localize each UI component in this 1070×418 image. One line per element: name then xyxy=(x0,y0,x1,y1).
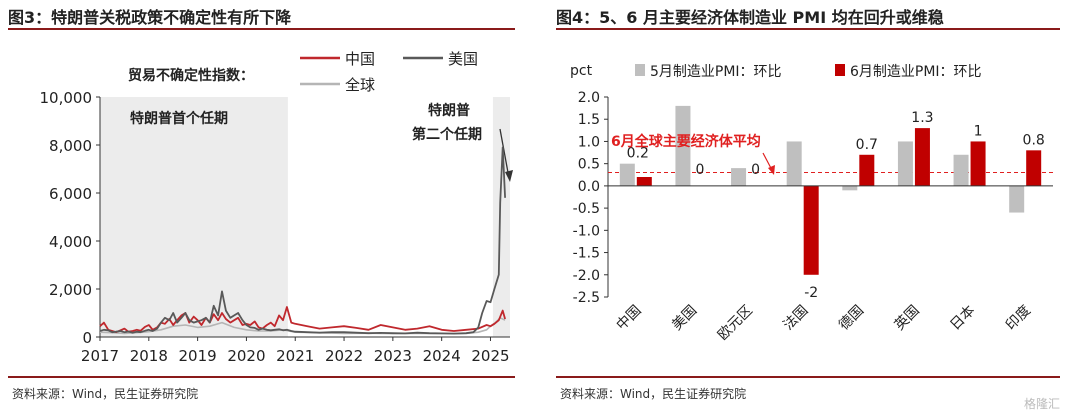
bar-may-日本 xyxy=(953,154,969,186)
watermark-text: 格隆汇 xyxy=(1023,397,1060,411)
x-tick-label: 2025 xyxy=(471,347,509,365)
first-term-label: 特朗普首个任期 xyxy=(130,110,228,127)
y-tick-label: 10,000 xyxy=(40,89,93,107)
x-category-label: 欧元区 xyxy=(715,303,756,344)
x-tick-label: 2020 xyxy=(227,347,265,365)
bar-june-法国 xyxy=(803,185,819,275)
x-tick-label: 2017 xyxy=(81,347,119,365)
series-line-美国 xyxy=(99,146,506,335)
y-tick-label: -1.5 xyxy=(573,246,600,262)
bar-may-英国 xyxy=(897,141,913,186)
second-term-label-line1: 特朗普 xyxy=(428,102,470,119)
legend-swatch-may xyxy=(635,64,645,76)
legend-label-全球: 全球 xyxy=(345,76,375,94)
y-tick-label: 6,000 xyxy=(49,185,92,203)
legend-label-may: 5月制造业PMI：环比 xyxy=(650,64,782,80)
y-tick-label: -2.5 xyxy=(573,290,600,306)
y-tick-label: 4,000 xyxy=(49,233,92,251)
bar-june-日本 xyxy=(970,141,986,186)
bar-june-中国 xyxy=(636,177,652,186)
y-tick-label: 0.0 xyxy=(578,179,600,195)
y-tick-label: -1.0 xyxy=(573,223,600,239)
left-chart-title: 图3：特朗普关税政策不确定性有所下降 xyxy=(8,8,292,27)
x-category-label: 英国 xyxy=(891,302,923,334)
subtitle-label: 贸易不确定性指数： xyxy=(128,67,254,84)
y-tick-label: 8,000 xyxy=(49,137,92,155)
right-source-note: 资料来源：Wind，民生证券研究院 xyxy=(560,387,747,401)
left-source-note: 资料来源：Wind，民生证券研究院 xyxy=(12,387,199,401)
y-tick-label: -0.5 xyxy=(573,201,600,217)
x-tick-label: 2022 xyxy=(325,347,363,365)
second-term-label-line2: 第二个任期 xyxy=(412,126,482,143)
left-chart-panel: 图3：特朗普关税政策不确定性有所下降 特朗普首个任期 特朗普第二个任期 0 2,000… xyxy=(0,0,525,418)
data-label-德国: 0.7 xyxy=(856,137,878,153)
bar-may-美国 xyxy=(675,105,691,186)
x-tick-label: 2023 xyxy=(374,347,412,365)
bar-may-欧元区 xyxy=(731,168,747,186)
y-tick-label: 0.5 xyxy=(578,157,600,173)
legend-label-june: 6月制造业PMI：环比 xyxy=(850,64,982,80)
legend-label-美国: 美国 xyxy=(448,50,478,68)
data-label-中国: 0.2 xyxy=(627,146,649,162)
term-shading-2 xyxy=(492,97,510,337)
y-tick-label: 2,000 xyxy=(49,281,92,299)
reference-line-label: 6月全球主要经济体平均 xyxy=(611,133,761,150)
bar-june-德国 xyxy=(859,154,875,186)
y-tick-label: -2.0 xyxy=(573,268,600,284)
pmi-bar-chart: pct -2.5 -2.0 -1.5 -1.0 -0.5 0.0 0.5 1.0 1.5 2.0 0.… xyxy=(570,63,1053,344)
series-line-中国 xyxy=(99,306,506,334)
data-label-日本: 1 xyxy=(974,123,983,139)
bar-may-印度 xyxy=(1009,185,1025,213)
x-category-label: 美国 xyxy=(669,303,700,334)
x-category-label: 德国 xyxy=(836,303,867,334)
x-tick-label: 2019 xyxy=(179,347,217,365)
right-source-rule xyxy=(556,376,1060,378)
x-category-label: 法国 xyxy=(780,303,811,334)
bar-june-印度 xyxy=(1026,150,1042,186)
y-tick-label: 2.0 xyxy=(578,90,600,106)
reference-arrow-head xyxy=(768,165,775,175)
legend-label-中国: 中国 xyxy=(345,50,375,68)
x-tick-label: 2018 xyxy=(130,347,168,365)
right-title-rule xyxy=(556,28,1060,30)
y-tick-label: 1.0 xyxy=(578,134,600,150)
data-label-印度: 0.8 xyxy=(1023,132,1045,148)
data-label-法国: -2 xyxy=(804,285,818,301)
x-tick-label: 2021 xyxy=(276,347,314,365)
data-label-美国: 0 xyxy=(695,162,704,178)
bar-june-英国 xyxy=(914,128,930,186)
term-shading-1 xyxy=(100,97,288,337)
second-term-arrow-line xyxy=(499,128,510,179)
data-label-英国: 1.3 xyxy=(911,110,933,126)
bar-may-中国 xyxy=(619,163,635,186)
x-category-label: 印度 xyxy=(1003,303,1034,334)
right-chart-panel: 图4：5、6 月主要经济体制造业 PMI 均在回升或维稳 pct -2.5 -2.0… xyxy=(548,0,1070,418)
x-category-label: 日本 xyxy=(947,303,978,334)
left-source-rule xyxy=(8,376,515,378)
x-category-label: 中国 xyxy=(614,303,645,334)
left-title-rule xyxy=(8,28,515,30)
bar-may-德国 xyxy=(842,185,858,191)
second-term-arrow-head xyxy=(505,170,513,182)
y-tick-label: 1.5 xyxy=(578,112,600,128)
bar-may-法国 xyxy=(786,141,802,186)
data-label-欧元区: 0 xyxy=(751,162,760,178)
y-tick-label: 0 xyxy=(82,329,92,347)
x-tick-label: 2024 xyxy=(423,347,461,365)
y-axis-unit-label: pct xyxy=(570,63,593,79)
legend-swatch-june xyxy=(835,64,845,76)
right-chart-title: 图4：5、6 月主要经济体制造业 PMI 均在回升或维稳 xyxy=(556,8,944,27)
